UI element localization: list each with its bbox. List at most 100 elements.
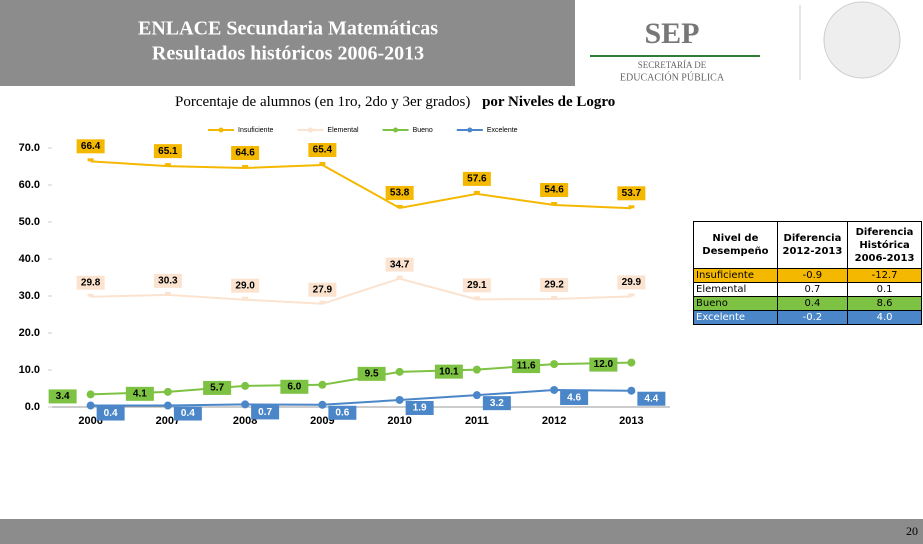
- data-label: 9.5: [365, 368, 379, 379]
- marker: [473, 391, 481, 399]
- value-cell: 8.6: [848, 297, 922, 311]
- marker: [397, 276, 403, 279]
- marker: [319, 162, 325, 165]
- header-cell: Diferencia Histórica 2006-2013: [848, 222, 922, 269]
- data-label: 5.7: [210, 383, 224, 394]
- header-cell: Nivel de Desempeño: [694, 222, 778, 269]
- marker: [474, 296, 480, 299]
- marker: [396, 396, 404, 404]
- marker: [396, 368, 404, 376]
- data-label: 65.4: [313, 145, 333, 156]
- y-tick-label: 50.0: [19, 216, 40, 228]
- legend-swatch: [308, 128, 313, 133]
- table-row: Insuficiente-0.9-12.7: [694, 269, 922, 283]
- data-label: 66.4: [81, 141, 101, 152]
- data-label: 3.2: [490, 398, 504, 409]
- data-label: 29.1: [467, 280, 487, 291]
- seal: [824, 2, 900, 78]
- marker: [318, 401, 326, 409]
- data-label: 53.7: [622, 188, 642, 199]
- y-tick-label: 20.0: [19, 327, 40, 339]
- page-number: 20: [906, 524, 918, 538]
- data-label: 27.9: [313, 284, 333, 295]
- logo-line: SECRETARÍA DE: [638, 60, 707, 70]
- y-tick-label: 30.0: [19, 290, 40, 302]
- chart-subtitle: Porcentaje de alumnos (en 1ro, 2do y 3er…: [175, 94, 615, 110]
- data-label: 10.1: [439, 366, 459, 377]
- data-label: 0.4: [181, 408, 195, 419]
- value-cell: 0.1: [848, 283, 922, 297]
- y-tick-label: 10.0: [19, 364, 40, 376]
- marker: [551, 296, 557, 299]
- legend-label: Insuficiente: [238, 127, 274, 134]
- marker: [241, 382, 249, 390]
- x-tick-label: 2012: [542, 415, 566, 427]
- value-cell: 0.4: [777, 297, 847, 311]
- value-cell: 4.0: [848, 311, 922, 325]
- legend-swatch: [219, 128, 224, 133]
- header-title: ENLACE Secundaria Matemáticas: [138, 18, 438, 40]
- data-label: 29.8: [81, 277, 101, 288]
- marker: [241, 400, 249, 408]
- marker: [397, 205, 403, 208]
- marker: [242, 297, 248, 300]
- marker: [627, 359, 635, 367]
- table-row: Excelente-0.24.0: [694, 311, 922, 325]
- level-cell: Bueno: [694, 297, 778, 311]
- legend-label: Bueno: [413, 127, 433, 134]
- legend-label: Excelente: [487, 127, 518, 134]
- data-label: 29.2: [544, 280, 564, 291]
- data-label: 53.8: [390, 188, 410, 199]
- legend-label: Elemental: [327, 127, 359, 134]
- data-label: 57.6: [467, 174, 487, 185]
- marker: [627, 387, 635, 395]
- data-label: 4.1: [133, 388, 147, 399]
- data-label: 4.4: [644, 393, 658, 404]
- data-label: 0.4: [104, 408, 118, 419]
- data-label: 29.9: [622, 277, 642, 288]
- subtitle-text: Porcentaje de alumnos (en 1ro, 2do y 3er…: [175, 94, 470, 110]
- value-cell: 0.7: [777, 283, 847, 297]
- data-label: 29.0: [235, 280, 255, 291]
- data-label: 0.6: [335, 407, 349, 418]
- legend-swatch: [467, 128, 472, 133]
- y-tick-label: 0.0: [25, 401, 40, 413]
- header-title: Resultados históricos 2006-2013: [152, 43, 424, 65]
- marker: [628, 205, 634, 208]
- data-label: 6.0: [287, 381, 301, 392]
- marker: [165, 163, 171, 166]
- x-tick-label: 2011: [465, 415, 489, 427]
- data-label: 3.4: [56, 391, 70, 402]
- value-cell: -0.9: [777, 269, 847, 283]
- footer-band: [0, 519, 923, 544]
- marker: [87, 402, 95, 410]
- marker: [165, 292, 171, 295]
- marker: [628, 293, 634, 296]
- level-cell: Insuficiente: [694, 269, 778, 283]
- data-label: 0.7: [258, 407, 272, 418]
- y-tick-label: 60.0: [19, 179, 40, 191]
- data-label: 30.3: [158, 276, 178, 287]
- marker: [550, 360, 558, 368]
- data-label: 54.6: [544, 185, 564, 196]
- logo-name: SEP: [644, 17, 699, 50]
- marker: [88, 294, 94, 297]
- marker: [164, 388, 172, 396]
- data-label: 34.7: [390, 259, 410, 270]
- data-label: 1.9: [413, 403, 427, 414]
- marker: [88, 158, 94, 161]
- legend-swatch: [393, 128, 398, 133]
- level-cell: Elemental: [694, 283, 778, 297]
- marker: [473, 366, 481, 374]
- marker: [474, 191, 480, 194]
- data-label: 4.6: [567, 393, 581, 404]
- y-tick-label: 40.0: [19, 253, 40, 265]
- slide: ENLACE Secundaria Matemáticas Resultados…: [0, 0, 923, 544]
- header-cell: Diferencia 2012-2013: [777, 222, 847, 269]
- marker: [242, 165, 248, 168]
- value-cell: -0.2: [777, 311, 847, 325]
- data-label: 64.6: [235, 148, 255, 159]
